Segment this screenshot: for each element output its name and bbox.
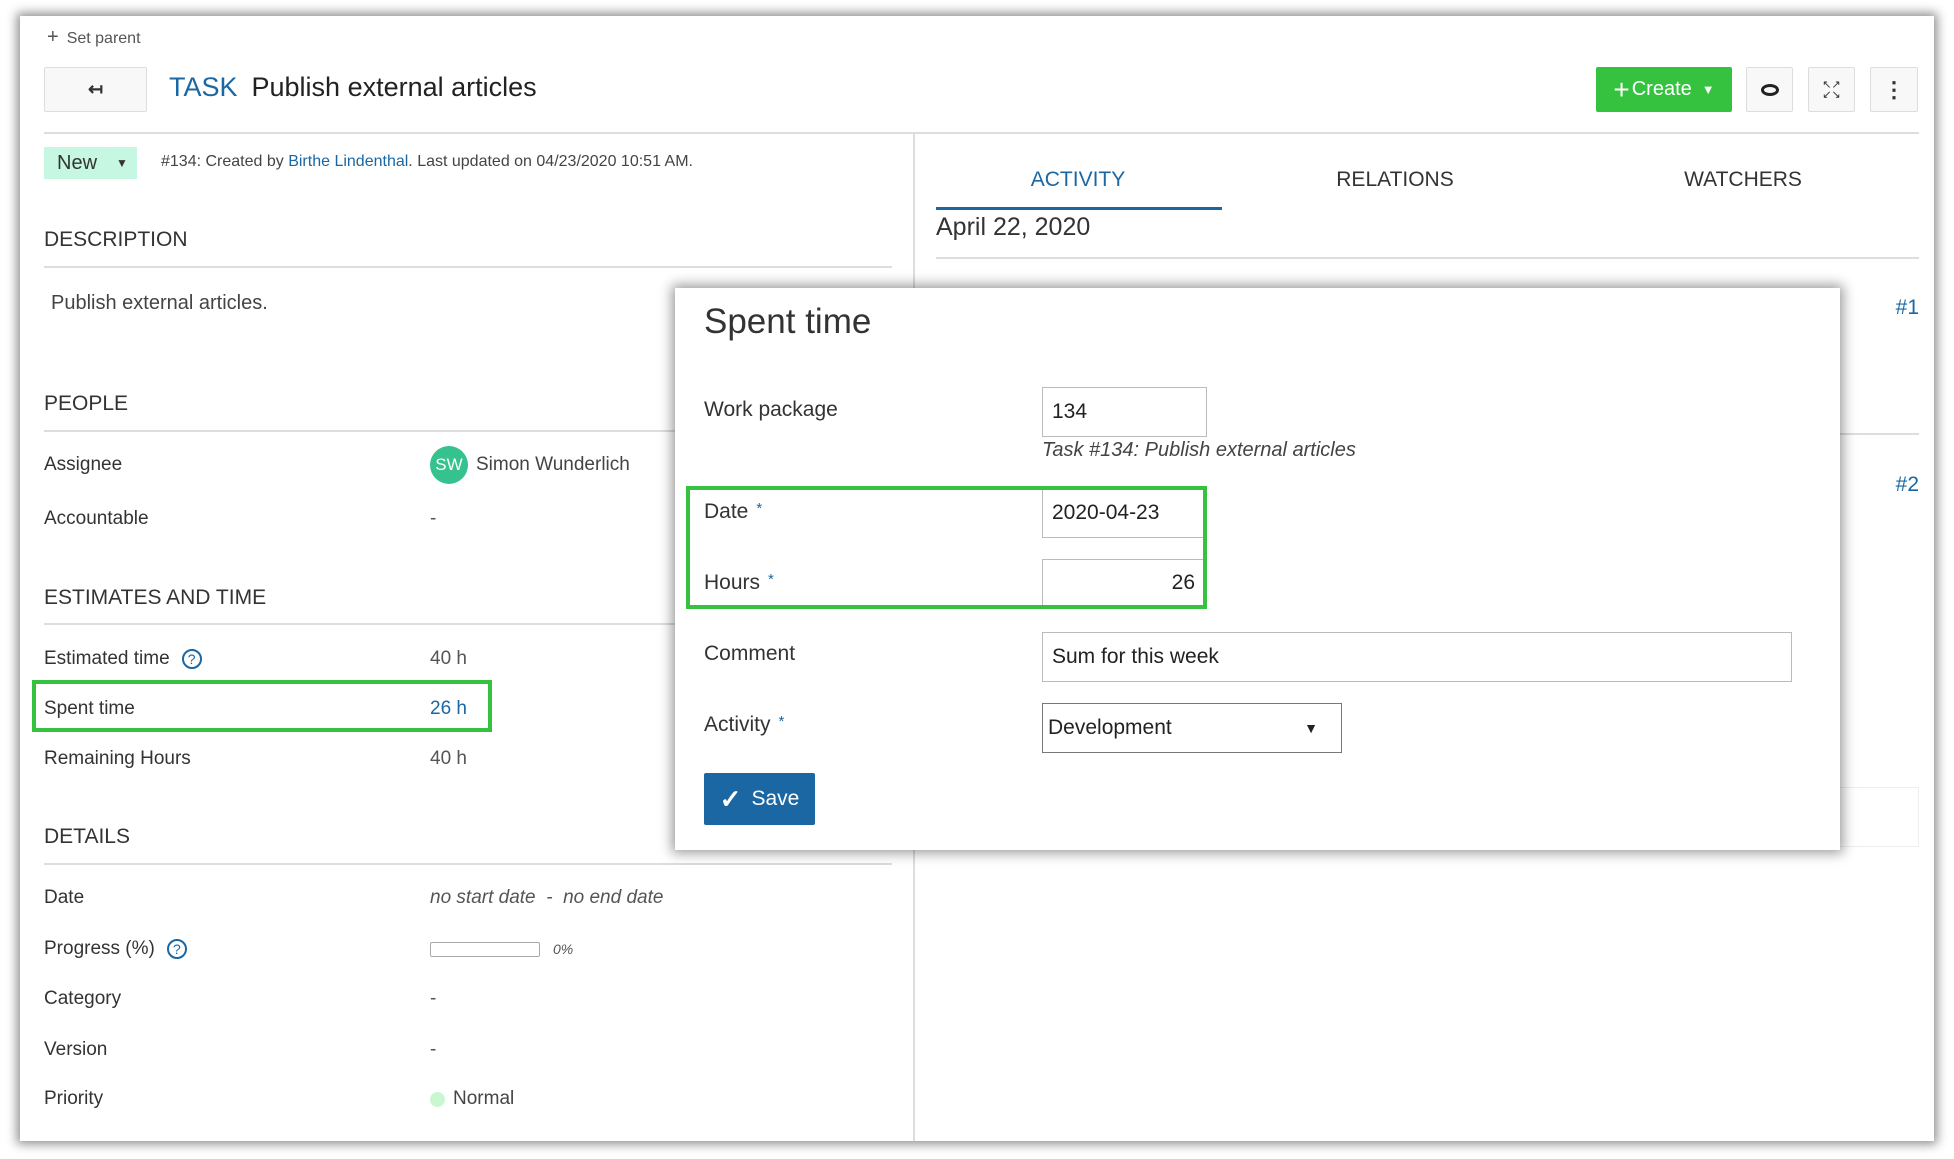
divider bbox=[936, 257, 1919, 259]
activity-item-link[interactable]: #2 bbox=[1895, 473, 1919, 496]
watch-button[interactable] bbox=[1746, 67, 1793, 112]
activity-item-link[interactable]: #1 bbox=[1895, 296, 1919, 319]
author-link[interactable]: Birthe Lindenthal bbox=[288, 153, 409, 170]
type-label: TASK bbox=[169, 72, 238, 102]
version-value[interactable]: - bbox=[430, 1039, 437, 1060]
tab-relations[interactable]: RELATIONS bbox=[1336, 168, 1454, 191]
help-icon[interactable]: ? bbox=[166, 938, 187, 959]
priority-dot-icon bbox=[430, 1091, 445, 1107]
modal-title: Spent time bbox=[704, 302, 872, 341]
field-label: Accountable bbox=[44, 508, 149, 529]
fullscreen-icon: ↖↗ ↙↘ bbox=[1822, 78, 1841, 101]
accountable-value[interactable]: - bbox=[430, 508, 437, 529]
tab-activity[interactable]: ACTIVITY bbox=[1030, 168, 1126, 191]
field-label: Activity * bbox=[704, 713, 785, 736]
hours-input[interactable]: 26 bbox=[1042, 559, 1205, 607]
work-package-hint: Task #134: Publish external articles bbox=[1042, 439, 1356, 461]
back-button[interactable]: ↤ bbox=[44, 67, 147, 112]
highlight-box bbox=[32, 680, 492, 732]
field-label: Date bbox=[44, 887, 85, 908]
field-label: Work package bbox=[704, 398, 838, 421]
divider bbox=[44, 430, 892, 432]
priority-value[interactable]: Normal bbox=[430, 1088, 514, 1110]
field-label: Spent time bbox=[44, 698, 135, 719]
field-label: Priority bbox=[44, 1088, 104, 1109]
divider bbox=[44, 266, 892, 268]
meta-info: #134: Created by Birthe Lindenthal. Last… bbox=[161, 153, 693, 170]
assignee-value[interactable]: SW Simon Wunderlich bbox=[430, 446, 630, 484]
comment-box[interactable] bbox=[1830, 787, 1919, 847]
checkmark-icon: ✓ bbox=[719, 783, 742, 814]
help-icon[interactable]: ? bbox=[181, 648, 202, 669]
remaining-hours-value[interactable]: 40 h bbox=[430, 748, 467, 769]
fullscreen-button[interactable]: ↖↗ ↙↘ bbox=[1808, 67, 1855, 112]
category-value[interactable]: - bbox=[430, 988, 437, 1009]
estimated-time-value[interactable]: 40 h bbox=[430, 648, 467, 669]
description-text[interactable]: Publish external articles. bbox=[51, 292, 268, 314]
create-button[interactable]: + Create ▼ bbox=[1596, 67, 1732, 112]
caret-down-icon: ▼ bbox=[116, 156, 128, 170]
field-label: Progress (%)? bbox=[44, 938, 187, 960]
avatar: SW bbox=[430, 446, 468, 484]
status-dropdown[interactable]: New ▼ bbox=[44, 147, 137, 179]
field-label: Assignee bbox=[44, 454, 123, 475]
field-label: Date * bbox=[704, 500, 763, 523]
section-heading: ESTIMATES AND TIME bbox=[44, 586, 267, 609]
activity-date: April 22, 2020 bbox=[936, 213, 1091, 241]
field-label: Remaining Hours bbox=[44, 748, 191, 769]
active-tab-indicator bbox=[936, 207, 1222, 210]
field-label: Version bbox=[44, 1039, 108, 1060]
activity-select[interactable]: Development ▼ bbox=[1042, 703, 1342, 753]
highlight-box bbox=[686, 486, 1207, 609]
date-value[interactable]: no start date - no end date bbox=[430, 887, 664, 908]
section-heading: DETAILS bbox=[44, 825, 130, 848]
field-label: Hours * bbox=[704, 571, 774, 594]
divider bbox=[44, 132, 1919, 134]
divider bbox=[44, 623, 892, 625]
section-heading: PEOPLE bbox=[44, 392, 129, 415]
more-button[interactable]: ⋮ bbox=[1870, 67, 1918, 112]
progress-bar bbox=[430, 941, 540, 957]
caret-down-icon: ▼ bbox=[1701, 82, 1715, 97]
field-label: Category bbox=[44, 988, 122, 1009]
page-title: TASK Publish external articles bbox=[169, 72, 537, 102]
progress-value[interactable]: 0% bbox=[430, 941, 573, 957]
spent-time-modal: Spent time Work package 134 Task #134: P… bbox=[675, 288, 1840, 850]
comment-input[interactable]: Sum for this week bbox=[1042, 632, 1792, 682]
save-button[interactable]: ✓ Save bbox=[704, 773, 815, 825]
field-label: Estimated time? bbox=[44, 648, 202, 670]
divider bbox=[1840, 433, 1919, 435]
caret-down-icon: ▼ bbox=[1304, 720, 1318, 736]
more-vertical-icon: ⋮ bbox=[1883, 76, 1905, 102]
tab-watchers[interactable]: WATCHERS bbox=[1684, 168, 1802, 191]
back-arrow-icon: ↤ bbox=[87, 79, 104, 99]
field-label: Comment bbox=[704, 642, 796, 665]
set-parent-link[interactable]: + Set parent bbox=[47, 26, 141, 48]
spent-time-link[interactable]: 26 h bbox=[430, 698, 467, 719]
plus-icon: + bbox=[47, 26, 59, 48]
work-package-input[interactable]: 134 bbox=[1042, 387, 1207, 437]
plus-icon: + bbox=[1613, 73, 1630, 105]
section-heading: DESCRIPTION bbox=[44, 228, 188, 251]
divider bbox=[44, 863, 892, 865]
eye-icon bbox=[1760, 83, 1779, 96]
